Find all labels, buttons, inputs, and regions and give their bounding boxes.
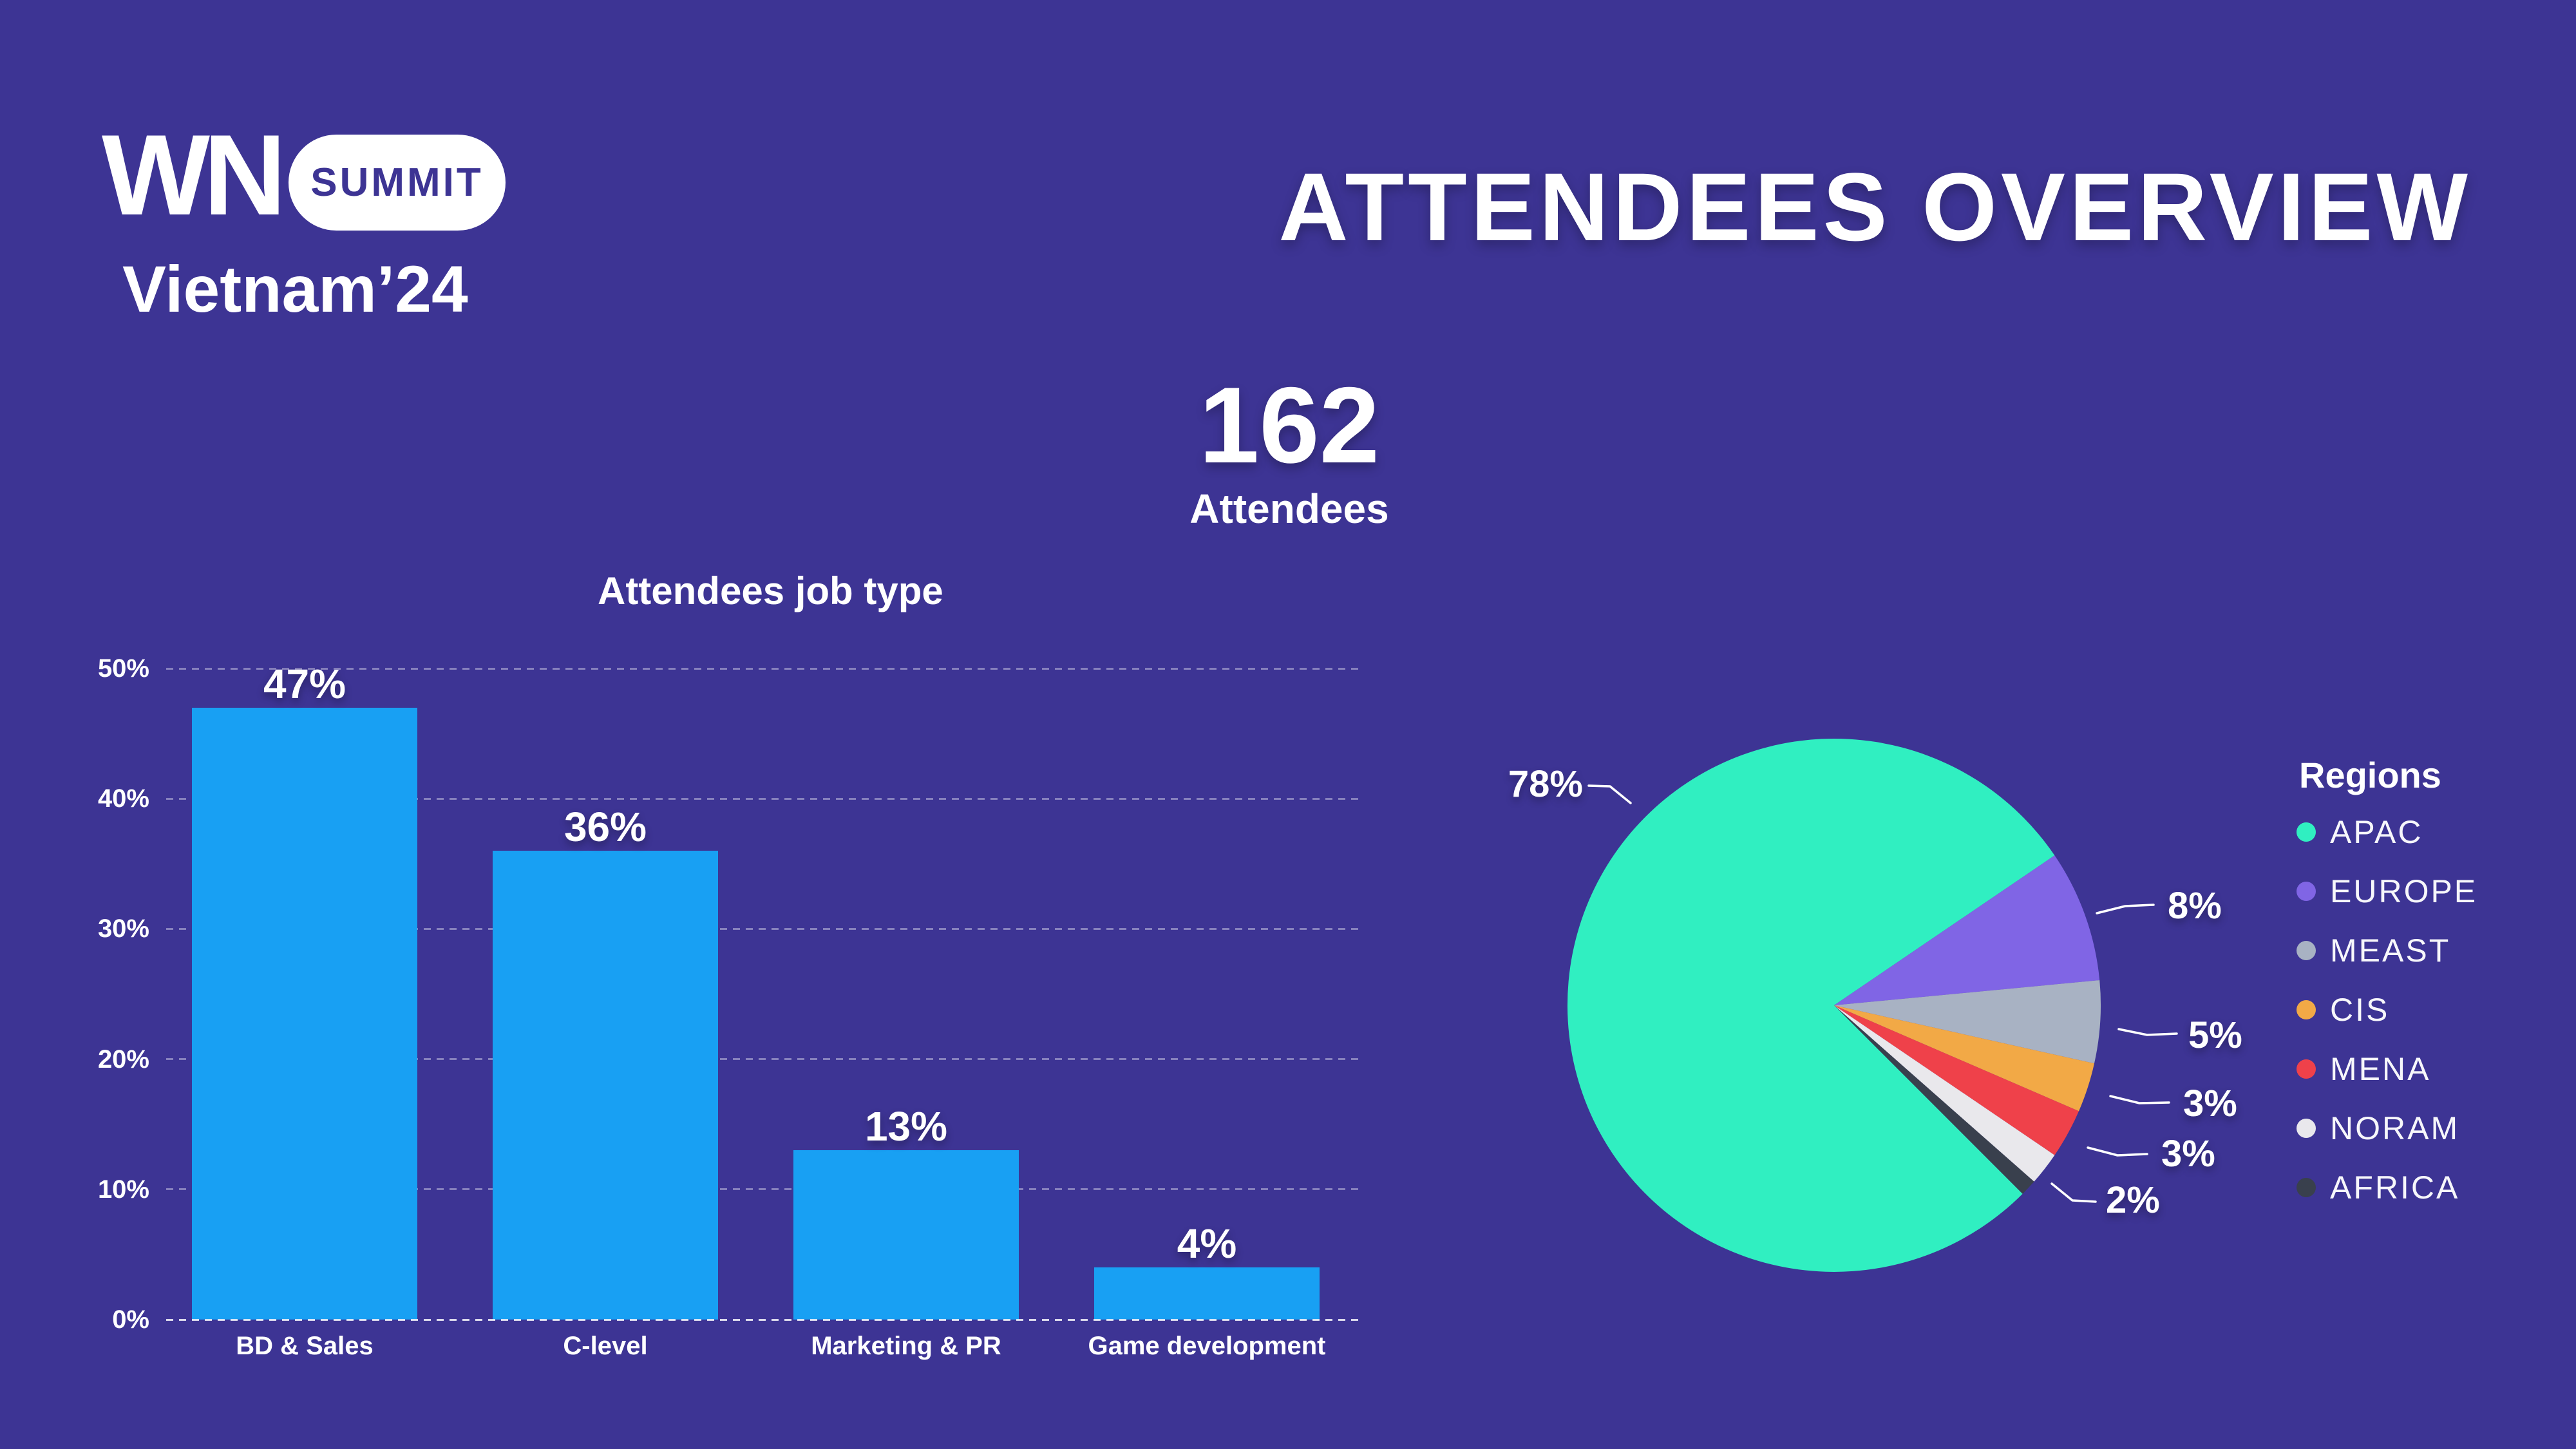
logo-summit-badge: SUMMIT bbox=[289, 135, 506, 231]
pie-legend: Regions APAC EUROPE MEAST CIS MENA NORAM AFRIC… bbox=[2297, 755, 2477, 1217]
x-axis-category-label: Marketing & PR bbox=[811, 1332, 1001, 1360]
legend-dot-africa-icon bbox=[2297, 1178, 2316, 1197]
legend-dot-mena-icon bbox=[2297, 1059, 2316, 1079]
bar-value-label: 47% bbox=[263, 660, 346, 707]
legend-item-europe: EUROPE bbox=[2297, 862, 2477, 921]
pie-slice-cis bbox=[1834, 1005, 2094, 1112]
total-attendees-stat: 162 Attendees bbox=[1096, 368, 1482, 532]
y-axis-tick-label: 30% bbox=[97, 914, 149, 943]
legend-label: MEAST bbox=[2330, 933, 2451, 969]
x-axis-category-label: Game development bbox=[1088, 1332, 1326, 1360]
total-attendees-value: 162 bbox=[1198, 365, 1380, 486]
pie-percentage-label-cis: 3% bbox=[2183, 1083, 2237, 1124]
logo-badge-label: SUMMIT bbox=[310, 160, 484, 205]
bar-marketing-pr bbox=[793, 1150, 1019, 1320]
legend-dot-apac-icon bbox=[2297, 822, 2316, 842]
legend-item-mena: MENA bbox=[2297, 1039, 2477, 1099]
legend-item-cis: CIS bbox=[2297, 980, 2477, 1039]
pie-percentage-label-noram: 2% bbox=[2106, 1179, 2160, 1221]
pie-leader-line-meast bbox=[2117, 1028, 2178, 1036]
bar-value-label: 4% bbox=[1177, 1220, 1237, 1267]
bar-value-label: 13% bbox=[864, 1103, 948, 1150]
bar-game-development bbox=[1094, 1267, 1320, 1320]
pie-percentage-label-meast: 5% bbox=[2188, 1014, 2242, 1056]
bar-gridline-0% bbox=[166, 1318, 1359, 1321]
legend-label: EUROPE bbox=[2330, 873, 2478, 909]
bar-gridline-50% bbox=[166, 667, 1359, 670]
legend-dot-cis-icon bbox=[2297, 1000, 2316, 1019]
legend-dot-meast-icon bbox=[2297, 941, 2316, 960]
pie-leader-line-cis bbox=[2109, 1095, 2170, 1104]
page-title: ATTENDEES OVERVIEW bbox=[1278, 153, 2472, 261]
legend-label: MENA bbox=[2330, 1051, 2431, 1087]
bar-gridline-30% bbox=[166, 927, 1359, 930]
y-axis-tick-label: 10% bbox=[97, 1175, 149, 1204]
legend-item-meast: MEAST bbox=[2297, 921, 2477, 980]
bar-value-label: 36% bbox=[564, 804, 647, 851]
pie-slice-apac bbox=[1567, 738, 2055, 1272]
y-axis-tick-label: 50% bbox=[97, 654, 149, 683]
legend-label: AFRICA bbox=[2330, 1170, 2460, 1206]
x-axis-category-label: C-level bbox=[563, 1332, 648, 1360]
pie-slice-africa bbox=[1834, 1005, 2034, 1194]
pie-slice-europe bbox=[1834, 855, 2100, 1005]
bar-gridline-20% bbox=[166, 1058, 1359, 1061]
pie-leader-line-apac bbox=[1587, 784, 1632, 804]
y-axis-tick-label: 0% bbox=[112, 1305, 149, 1334]
total-attendees-label: Attendees bbox=[1189, 486, 1389, 532]
x-axis-category-label: BD & Sales bbox=[236, 1332, 374, 1360]
bar-bd-sales bbox=[192, 707, 417, 1320]
legend-item-africa: AFRICA bbox=[2297, 1158, 2477, 1217]
logo-event-name: Vietnam’24 bbox=[122, 252, 468, 326]
legend-dot-europe-icon bbox=[2297, 882, 2316, 901]
pie-percentage-label-europe: 8% bbox=[2168, 885, 2222, 927]
logo-wn-wordmark: WN bbox=[102, 111, 287, 239]
legend-label: NORAM bbox=[2330, 1110, 2460, 1146]
bar-chart-title: Attendees job type bbox=[598, 569, 943, 612]
legend-label: CIS bbox=[2330, 992, 2390, 1028]
legend-title: Regions bbox=[2299, 755, 2441, 795]
legend-label: APAC bbox=[2330, 814, 2423, 850]
y-axis-tick-label: 20% bbox=[97, 1045, 149, 1074]
y-axis-tick-label: 40% bbox=[97, 784, 149, 813]
pie-slice-noram bbox=[1834, 1005, 2055, 1182]
bar-gridline-40% bbox=[166, 797, 1359, 800]
pie-leader-line-europe bbox=[2096, 904, 2155, 914]
bar-c-level bbox=[493, 851, 718, 1320]
pie-leader-line-noram bbox=[2050, 1182, 2097, 1203]
pie-slice-meast bbox=[1834, 980, 2101, 1064]
legend-dot-noram-icon bbox=[2297, 1119, 2316, 1138]
bar-gridline-10% bbox=[166, 1188, 1359, 1191]
legend-item-apac: APAC bbox=[2297, 802, 2477, 862]
pie-slice-mena bbox=[1834, 1005, 2079, 1155]
legend-items: APAC EUROPE MEAST CIS MENA NORAM AFRICA bbox=[2297, 802, 2477, 1217]
pie-percentage-label-mena: 3% bbox=[2161, 1133, 2215, 1175]
pie-percentage-label-apac: 78% bbox=[1508, 763, 1583, 805]
pie-leader-line-mena bbox=[2087, 1146, 2148, 1157]
legend-item-noram: NORAM bbox=[2297, 1099, 2477, 1158]
